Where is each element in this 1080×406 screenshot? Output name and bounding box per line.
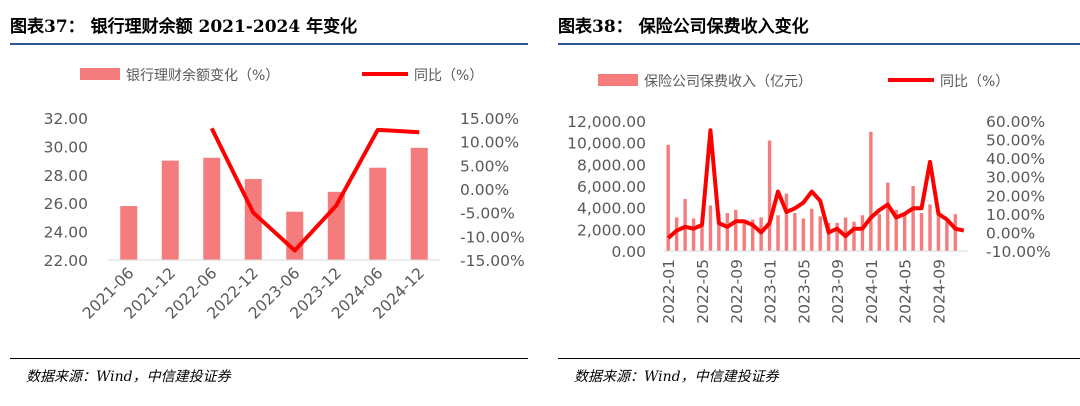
- y-left-tick-label: 10,000.00: [567, 135, 646, 153]
- bar: [410, 147, 428, 260]
- bar: [860, 215, 865, 251]
- legend-bar-swatch: [598, 74, 638, 86]
- bar: [869, 131, 873, 251]
- y-right-tick-label: 60.00%: [986, 113, 1045, 131]
- chart-source: 数据来源：Wind，中信建投证券: [26, 369, 231, 385]
- bar: [674, 217, 679, 251]
- source-rule: [10, 358, 528, 359]
- legend-line-label: 同比（%）: [940, 74, 1009, 90]
- bar: [793, 213, 797, 251]
- bar: [666, 144, 670, 251]
- bank-wealth-chart: 银行理财余额变化（%） 同比（%） 32.00 30.00 28.00 26.00 24.0…: [44, 67, 525, 323]
- y-left-tick-label: 26.00: [44, 195, 88, 213]
- x-tick-label: 2022-09: [728, 259, 746, 324]
- legend-bar-swatch: [80, 68, 120, 80]
- bar: [945, 221, 949, 251]
- y-right-tick-label: 0.00%: [460, 181, 509, 199]
- bar: [286, 211, 304, 260]
- x-tick-label: 2024-09: [930, 259, 948, 324]
- x-tick-label: 2022-05: [694, 259, 712, 324]
- title-rule: [10, 43, 528, 45]
- y-right-tick-label: -15.00%: [460, 252, 525, 270]
- x-tick-label: 2024-05: [897, 259, 915, 324]
- source-rule: [558, 358, 1080, 359]
- x-tick-label: 2023-09: [829, 259, 847, 324]
- bar: [734, 209, 738, 251]
- bar: [244, 179, 262, 260]
- yoy-line: [209, 127, 420, 253]
- bar: [691, 218, 696, 251]
- bar: [708, 205, 713, 251]
- bar: [801, 218, 806, 251]
- bar: [203, 157, 221, 260]
- y-right-tick-label: 0.00%: [986, 224, 1035, 242]
- bar: [928, 204, 932, 251]
- bar: [810, 208, 814, 251]
- y-left-tick-label: 22.00: [44, 252, 88, 270]
- y-right-tick-label: 5.00%: [460, 157, 509, 175]
- y-right-tick-label: -10.00%: [986, 243, 1051, 261]
- bar: [700, 222, 704, 251]
- bar: [886, 182, 890, 251]
- legend-bar-label: 银行理财余额变化（%）: [126, 67, 279, 84]
- bar: [877, 214, 882, 251]
- y-left-tick-label: 4,000.00: [577, 200, 646, 218]
- bar: [911, 186, 915, 251]
- x-tick-label: 2023-05: [795, 259, 813, 324]
- y-right-tick-label: 10.00%: [986, 206, 1045, 224]
- legend-bar-label: 保险公司保费收入（亿元）: [644, 74, 812, 90]
- bar: [767, 140, 772, 251]
- chart-title: 图表38： 保险公司保费收入变化: [558, 17, 809, 37]
- y-left-tick-label: 30.00: [44, 138, 88, 156]
- y-right-tick-label: 10.00%: [460, 134, 519, 152]
- bar: [369, 167, 387, 260]
- chart-panel-bank-wealth: 图表37： 银行理财余额 2021-2024 年变化 银行理财余额变化（%） 同比…: [0, 0, 528, 406]
- y-right-tick-label: 20.00%: [986, 187, 1045, 205]
- y-left-tick-label: 28.00: [44, 167, 88, 185]
- bar: [818, 216, 822, 251]
- bar: [717, 214, 721, 251]
- y-right-tick-label: 30.00%: [986, 169, 1045, 187]
- bar: [725, 213, 730, 251]
- y-left-tick-label: 0.00: [611, 243, 646, 261]
- bar: [902, 213, 907, 251]
- y-left-tick-label: 6,000.00: [577, 178, 646, 196]
- x-tick-label: 2023-01: [762, 259, 780, 324]
- bar: [835, 222, 839, 251]
- bar: [161, 160, 179, 260]
- y-right-tick-label: 50.00%: [986, 132, 1045, 150]
- chart-source: 数据来源：Wind，中信建投证券: [574, 369, 779, 385]
- x-tick-label: 2024-01: [863, 259, 881, 324]
- legend-line-label: 同比（%）: [414, 68, 483, 84]
- bar: [852, 221, 856, 251]
- chart-panel-insurance-premium: 图表38： 保险公司保费收入变化 保险公司保费收入（亿元） 同比（%） 12,000…: [548, 0, 1080, 406]
- bar: [953, 214, 958, 251]
- bar: [826, 222, 831, 251]
- y-right-tick-label: 15.00%: [460, 110, 519, 128]
- yoy-line: [666, 128, 965, 240]
- bar: [894, 209, 898, 251]
- bar: [120, 206, 138, 260]
- bar: [776, 215, 780, 251]
- y-right-tick-label: -5.00%: [460, 205, 515, 223]
- y-right-tick-label: -10.00%: [460, 228, 525, 246]
- y-left-tick-label: 2,000.00: [577, 221, 646, 239]
- bar: [742, 221, 746, 251]
- y-left-tick-label: 32.00: [44, 110, 88, 128]
- chart-title: 图表37： 银行理财余额 2021-2024 年变化: [10, 17, 358, 37]
- y-left-tick-label: 24.00: [44, 224, 88, 242]
- y-left-tick-label: 8,000.00: [577, 156, 646, 174]
- bar: [919, 213, 924, 251]
- insurance-premium-chart: 保险公司保费收入（亿元） 同比（%） 12,000.00 10,000.00 8,000…: [567, 74, 1051, 324]
- bar: [750, 219, 755, 251]
- y-right-tick-label: 40.00%: [986, 150, 1045, 168]
- bar: [784, 193, 789, 251]
- title-rule: [558, 43, 1080, 45]
- x-tick-label: 2022-01: [660, 259, 678, 324]
- y-left-tick-label: 12,000.00: [567, 113, 646, 131]
- bar: [936, 209, 941, 251]
